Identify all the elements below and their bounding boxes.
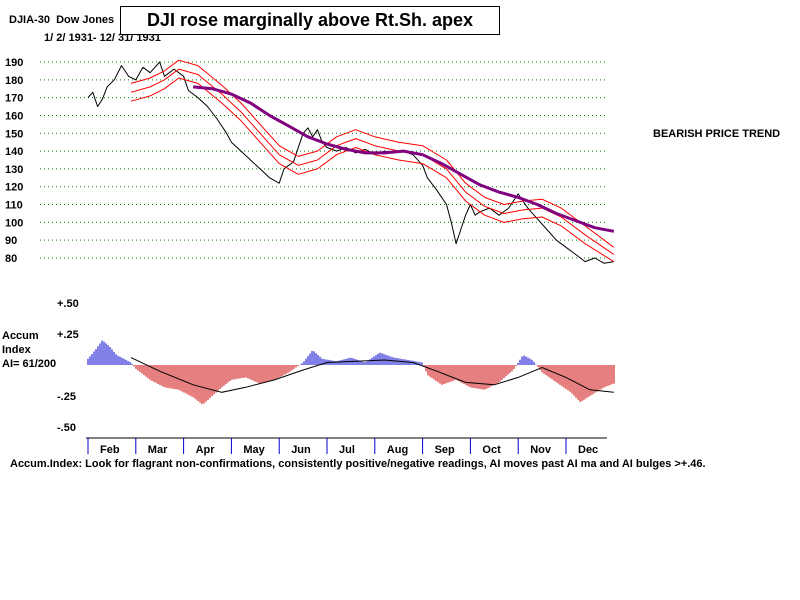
- accum-layer: [87, 340, 615, 405]
- month-label: Jun: [291, 444, 311, 456]
- accum-label-2: Index: [2, 344, 31, 356]
- series-line-2: [130, 68, 615, 255]
- month-label: Oct: [482, 444, 501, 456]
- series-line-4: [193, 85, 615, 233]
- y-tick-label: 80: [5, 253, 17, 265]
- series-line-1: [130, 59, 615, 248]
- month-label: May: [243, 444, 265, 456]
- y-tick-label: 140: [5, 146, 23, 158]
- ai-tick-label: -.50: [57, 422, 76, 434]
- date-range: 1/ 2/ 1931- 12/ 31/ 1931: [44, 32, 161, 44]
- y-tick-label: 90: [5, 235, 17, 247]
- ai-tick-label: -.25: [57, 391, 76, 403]
- y-tick-label: 180: [5, 75, 23, 87]
- month-label: Feb: [100, 444, 120, 456]
- month-label: Apr: [196, 444, 216, 456]
- axis-layer: 80 90 100 110 120 130 140 150 160 170 180 190 +.50 +.…: [5, 57, 607, 456]
- y-tick-label: 110: [5, 200, 23, 212]
- month-label: Dec: [578, 444, 598, 456]
- y-tick-label: 150: [5, 128, 23, 140]
- month-label: Jul: [339, 444, 355, 456]
- month-label: Aug: [387, 444, 408, 456]
- ai-ma-line: [130, 357, 614, 393]
- accum-label-3: AI= 61/200: [2, 358, 57, 370]
- month-label: Mar: [148, 444, 168, 456]
- chart-headline: DJI rose marginally above Rt.Sh. apex: [120, 6, 500, 35]
- y-tick-label: 100: [5, 217, 23, 229]
- series-line-3: [130, 77, 615, 263]
- ticker-label: DJIA-30 Dow Jones: [9, 14, 115, 26]
- trend-label: BEARISH PRICE TREND: [653, 128, 781, 140]
- y-tick-label: 170: [5, 93, 23, 105]
- month-label: Nov: [530, 444, 552, 456]
- series-line-0: [87, 61, 614, 264]
- grid-layer: [40, 61, 607, 259]
- y-tick-label: 160: [5, 110, 23, 122]
- y-tick-label: 190: [5, 57, 23, 69]
- ai-tick-label: +.50: [57, 298, 79, 310]
- footer-note: Accum.Index: Look for flagrant non-confi…: [10, 458, 706, 470]
- y-tick-label: 130: [5, 164, 23, 176]
- ai-tick-label: +.25: [57, 329, 79, 341]
- month-label: Sep: [435, 444, 455, 456]
- y-tick-label: 120: [5, 182, 23, 194]
- accum-label-1: Accum: [2, 330, 39, 342]
- series-layer: [87, 59, 615, 264]
